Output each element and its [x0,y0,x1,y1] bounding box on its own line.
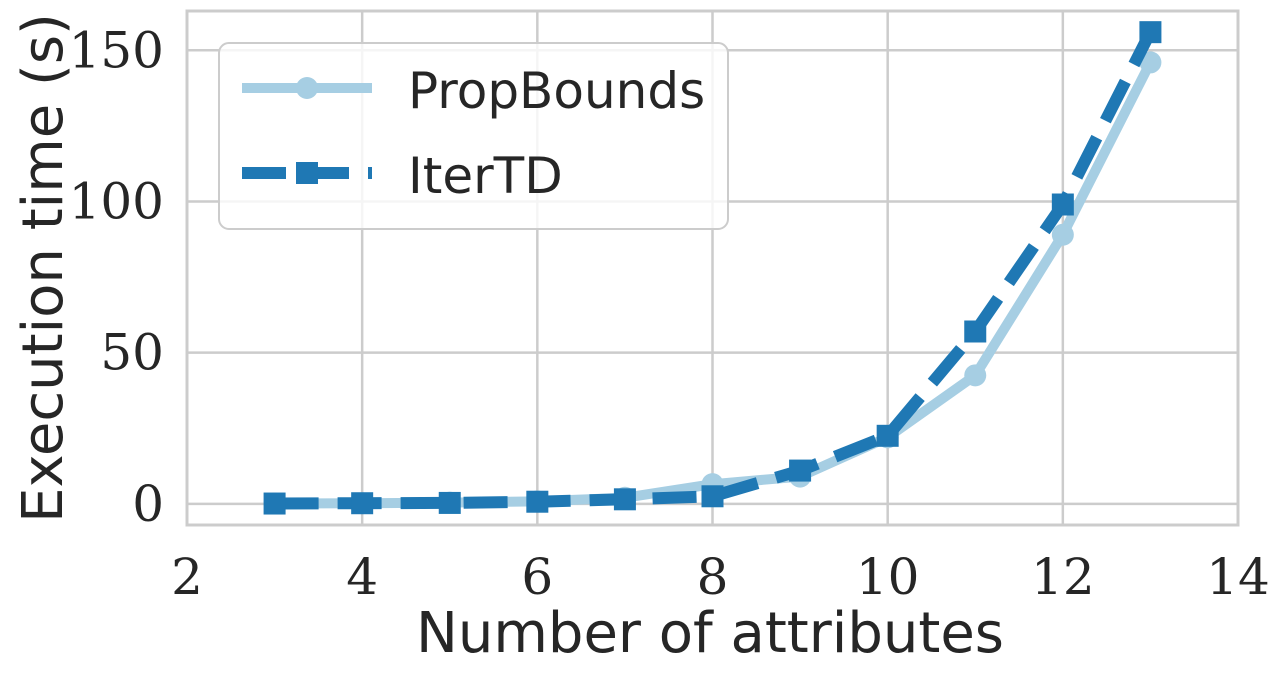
y-axis-ticks: 0 50 100 150 [69,21,164,533]
legend-propbounds-marker [296,77,318,99]
x-tick-label: 12 [1031,548,1095,606]
data-point-propbounds [1051,223,1074,246]
data-point-itertd [964,320,987,343]
x-axis-ticks: 2 4 6 8 10 12 14 [171,548,1270,606]
x-tick-label: 10 [856,548,920,606]
plot-frame [185,9,1240,527]
series-layer [263,21,1162,515]
y-tick-label: 50 [100,324,164,382]
x-tick-label: 4 [346,548,378,606]
y-tick-label: 150 [69,21,164,79]
legend-itertd-label: IterTD [408,147,563,205]
data-point-propbounds [1139,51,1162,74]
y-axis-title: Execution time (s) [11,13,76,523]
series-line-itertd [274,29,1156,510]
legend-itertd-marker [296,162,318,184]
data-point-propbounds [964,364,987,387]
x-tick-label: 14 [1206,548,1270,606]
data-point-itertd [351,492,374,515]
data-point-itertd [789,459,812,482]
x-tick-label: 2 [171,548,203,606]
y-tick-label: 0 [132,475,164,533]
data-point-itertd [701,485,724,508]
y-tick-label: 100 [69,172,164,230]
data-point-itertd [613,488,636,511]
x-tick-label: 8 [697,548,729,606]
x-tick-label: 6 [521,548,553,606]
data-point-itertd [876,424,899,447]
x-axis-title: Number of attributes [416,601,1004,666]
data-point-itertd [1051,193,1074,216]
legend-propbounds-label: PropBounds [408,62,705,120]
data-point-itertd [263,492,286,515]
data-point-itertd [526,490,549,513]
data-point-itertd [1139,21,1162,44]
legend: PropBounds IterTD [218,42,729,230]
data-point-itertd [438,491,461,514]
